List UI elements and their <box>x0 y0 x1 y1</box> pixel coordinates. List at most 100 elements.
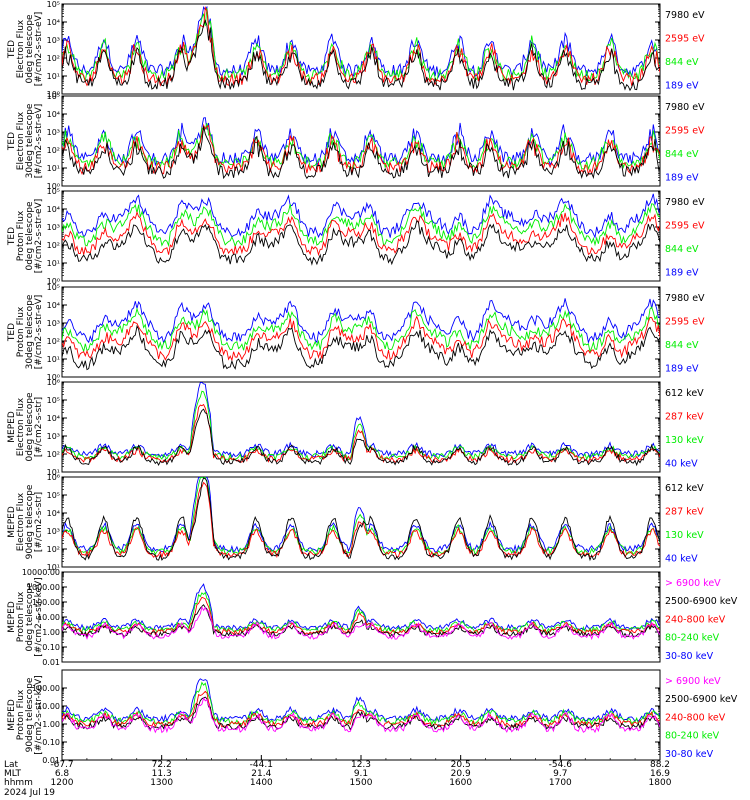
traces <box>62 382 660 467</box>
legend-entry: > 6900 keV <box>665 676 721 687</box>
traces <box>62 678 660 734</box>
legend-entry: > 6900 keV <box>665 578 721 589</box>
x-tick-label-mlt: 6.8 <box>55 769 70 779</box>
y-tick-label: 10² <box>47 146 60 155</box>
legend-entry: 2595 eV <box>665 125 705 136</box>
y-tick-label: 10.00 <box>37 702 60 711</box>
y-tick-label: 10⁴ <box>47 18 60 27</box>
y-axis-label: [#/cm2-s-str-eV] <box>34 12 44 87</box>
y-tick-label: 10³ <box>47 223 60 232</box>
x-tick-label-mlt: 9.7 <box>553 769 567 779</box>
y-tick-label: 10³ <box>47 432 60 441</box>
series-black <box>62 604 660 638</box>
y-axis-label: MEPED <box>7 411 17 443</box>
y-tick-label: 10³ <box>47 36 60 45</box>
y-axis-label: [#/cm2-s-str] <box>34 492 44 552</box>
series-blue <box>62 678 660 724</box>
legend-entry: 7980 eV <box>665 293 705 304</box>
traces <box>62 298 660 371</box>
legend-entry: 189 eV <box>665 363 699 374</box>
y-axis-label: TED <box>7 227 17 246</box>
legend-entry: 189 eV <box>665 80 699 91</box>
y-axis-label: 90deg telescope <box>25 484 35 559</box>
series-green <box>62 681 660 726</box>
x-tick-label-lat: -54.6 <box>549 760 573 770</box>
legend-entry: 7980 eV <box>665 102 705 113</box>
x-tick-label-lat: 12.3 <box>351 760 371 770</box>
y-tick-label: 10¹ <box>47 563 60 572</box>
panel-1: 10⁰ 10¹ 10² 10³ 10⁴ 10⁵ TED Electron Flux 0deg t… <box>7 0 705 99</box>
legend-entry: 287 keV <box>665 506 704 517</box>
y-axis-label: Electron Flux <box>16 492 26 551</box>
y-axis-label: Electron Flux <box>16 19 26 78</box>
panel-6: 10¹ 10² 10³ 10⁴ 10⁵ 10⁶ MEPED Electron Flux 90de… <box>7 473 704 572</box>
traces <box>62 583 660 641</box>
y-tick-label: 10⁵ <box>47 491 60 500</box>
series-green <box>62 306 660 354</box>
legend-entry: 130 keV <box>665 435 704 446</box>
series-green <box>62 390 660 462</box>
x-row-label: MLT <box>4 769 22 779</box>
series-black <box>62 220 660 266</box>
series-blue <box>62 298 660 345</box>
legend-entry: 844 eV <box>665 149 699 160</box>
panel-4: 10⁰ 10¹ 10² 10³ 10⁴ 10⁵ TED Proton Flux 30deg te… <box>7 283 705 382</box>
y-tick-label: 10.00 <box>37 613 60 622</box>
y-axis-label: 90deg telescope <box>25 677 35 752</box>
legend-entry: 287 keV <box>665 411 704 422</box>
legend-entry: 240-800 keV <box>665 614 726 625</box>
y-tick-label: 100.00 <box>32 684 60 693</box>
y-axis-label: Electron Flux <box>16 397 26 456</box>
panel-frame <box>61 381 661 473</box>
y-tick-label: 10⁵ <box>47 283 60 292</box>
y-tick-label: 10³ <box>47 128 60 137</box>
traces <box>62 477 660 562</box>
legend-entry: 189 eV <box>665 267 699 278</box>
y-tick-label: 10⁵ <box>47 396 60 405</box>
panel-frame <box>61 571 661 663</box>
panel-frame <box>61 286 661 378</box>
series-red <box>62 5 660 87</box>
y-tick-label: 10⁴ <box>47 110 60 119</box>
legend-entry: 2595 eV <box>665 316 705 327</box>
y-tick-label: 10⁰ <box>47 277 60 286</box>
y-axis-label: Proton Flux <box>16 689 26 740</box>
y-tick-label: 10⁰ <box>47 90 60 99</box>
x-tick-label-lat: 72.2 <box>152 760 172 770</box>
x-tick-label-mlt: 20.9 <box>451 769 471 779</box>
series-red <box>62 690 660 728</box>
legend-entry: 30-80 keV <box>665 749 714 760</box>
y-axis-label: Proton Flux <box>16 306 26 357</box>
panel-2: 10⁰ 10¹ 10² 10³ 10⁴ 10⁵ TED Electron Flux 30deg … <box>7 92 705 191</box>
legend-entry: 844 eV <box>665 340 699 351</box>
x-tick-label-mlt: 21.4 <box>251 769 271 779</box>
legend-entry: 80-240 keV <box>665 633 720 644</box>
y-axis-label: TED <box>7 40 17 59</box>
x-tick-label-lat: -44.1 <box>250 760 273 770</box>
legend-entry: 2500-6900 keV <box>665 694 738 705</box>
y-tick-label: 10⁰ <box>47 182 60 191</box>
x-tick-label-hhmm: 1500 <box>350 778 373 788</box>
series-black <box>62 126 660 180</box>
y-tick-label: 10⁴ <box>47 205 60 214</box>
series-red <box>62 315 660 362</box>
panel-8: 0.01 0.10 1.00 10.00 100.00 MEPED Proton Flux 9… <box>7 669 738 765</box>
y-axis-label: 30deg telescope <box>25 294 35 369</box>
y-tick-label: 10⁴ <box>47 301 60 310</box>
series-black <box>62 19 660 92</box>
y-tick-label: 10³ <box>47 527 60 536</box>
y-tick-label: 10¹ <box>47 72 60 81</box>
series-green <box>62 203 660 248</box>
legend-entry: 7980 eV <box>665 197 705 208</box>
y-tick-label: 10⁵ <box>47 92 60 101</box>
legend-entry: 2500-6900 keV <box>665 596 738 607</box>
y-tick-label: 10⁶ <box>47 378 60 387</box>
legend-entry: 189 eV <box>665 172 699 183</box>
y-tick-label: 10⁵ <box>47 187 60 196</box>
series-red <box>62 481 660 559</box>
legend-entry: 2595 eV <box>665 220 705 231</box>
x-tick-label-lat: -67.7 <box>50 760 73 770</box>
traces <box>62 5 660 92</box>
y-tick-label: 10⁰ <box>47 373 60 382</box>
